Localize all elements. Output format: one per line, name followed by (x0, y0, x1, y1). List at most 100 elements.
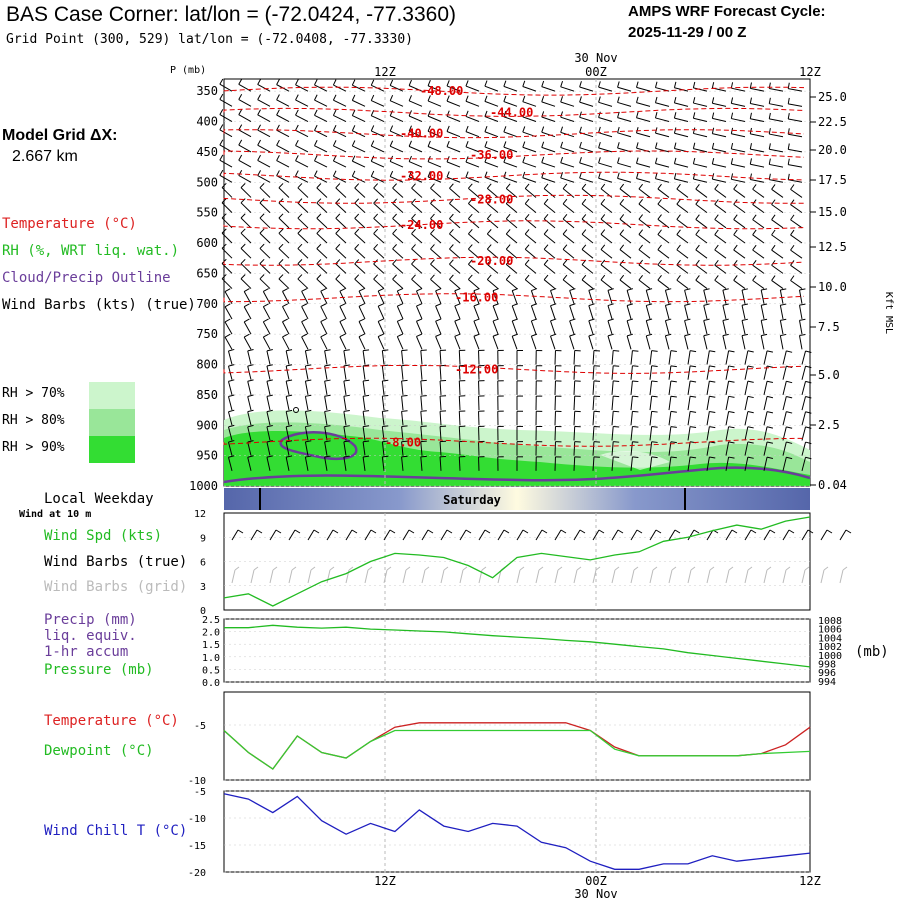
wind-barb-flag (358, 288, 365, 292)
wind-barb-staff (458, 411, 461, 426)
wind-tick: 9 (200, 533, 206, 544)
surface-barb-true (535, 529, 543, 541)
wind-barb-flag (228, 348, 235, 352)
wind-barb-staff (295, 145, 309, 153)
wind-barb-flag (224, 333, 231, 338)
wind-barb-staff (247, 365, 252, 380)
wind-barb-flag (473, 288, 480, 292)
wind-barb-staff (581, 203, 594, 214)
cloud-dot (293, 407, 299, 413)
isotherm-label: -48.00 (420, 84, 463, 98)
wind-barb-flag (676, 244, 681, 251)
wind-barb-flag (617, 81, 620, 88)
wind-barb-staff (779, 289, 784, 304)
wind-barb-flag (397, 318, 404, 322)
wind-barb-flag (370, 125, 375, 132)
wind-barb-staff (530, 320, 537, 335)
wind-barb-staff (257, 114, 271, 122)
wind-barb-staff (598, 86, 613, 92)
wind-barb-flag (761, 333, 768, 337)
wind-barb-staff (389, 145, 404, 153)
wind-barb-staff (725, 365, 730, 380)
wind-barb-staff (592, 380, 595, 395)
wind-barb-staff (790, 280, 803, 289)
wind-barb-flag (430, 183, 435, 189)
wind-barb-staff (769, 103, 784, 107)
wind-barb-staff (611, 350, 614, 365)
wind-barb-staff (592, 441, 595, 456)
wind-barb-staff (607, 305, 613, 320)
pressure-tick: 850 (196, 388, 218, 402)
wind-barb-staff (714, 219, 727, 229)
wind-barb-flag (484, 141, 488, 148)
wind-barb-staff (695, 234, 708, 244)
wind-barb-flag (728, 456, 735, 459)
wind-barb-staff (771, 234, 784, 244)
wind-barb-staff (362, 411, 366, 426)
wind-barb-flag (354, 198, 360, 204)
wind-barb-flag (579, 157, 582, 164)
wind-barb-staff (801, 441, 807, 456)
wind-barb-staff (522, 177, 537, 183)
wind-barb-staff (484, 116, 499, 122)
wind-barb-staff (362, 380, 366, 395)
time-tick-top: 12Z (374, 65, 396, 79)
kft-tick: 22.5 (818, 115, 847, 129)
wind-barb-staff (458, 441, 461, 456)
surface-barb-grid (801, 569, 806, 584)
wind-barb-staff (430, 187, 442, 198)
wind-barb-flag (714, 184, 719, 190)
wind-barb-staff (352, 115, 366, 122)
wind-barb-staff (560, 177, 575, 183)
wind-barb-staff (598, 117, 613, 123)
wind-barb-staff (611, 441, 614, 456)
wind-barb-staff (505, 218, 518, 229)
wind-barb-staff (335, 233, 347, 244)
wind-barb-flag (301, 318, 308, 323)
wind-barb-staff (221, 263, 233, 274)
wind-barb-staff (562, 264, 575, 274)
wind-barb-flag (747, 395, 754, 399)
wind-barb-flag (766, 441, 774, 444)
date-label-top: 30 Nov (574, 51, 617, 65)
wind-barb-flag (314, 109, 318, 116)
wind-barb-staff (219, 98, 233, 107)
wind-barb-flag (219, 109, 224, 115)
isotherm-line (223, 129, 805, 139)
wind-barb-flag (259, 258, 265, 264)
wind-barb-staff (278, 248, 290, 259)
wind-barb-staff (744, 365, 749, 380)
wind-barb-staff (371, 160, 385, 168)
wind-barb-flag (240, 258, 246, 264)
wind-barb-staff (333, 175, 347, 183)
wind-barb-staff (503, 161, 518, 168)
wind-barb-flag (690, 426, 697, 429)
wind-barb-staff (569, 320, 575, 335)
surface-barb-grid-flag (823, 566, 829, 571)
wind-barb-flag (343, 455, 350, 458)
wind-barb-staff (358, 321, 366, 335)
wind-barb-flag (646, 303, 653, 306)
wind-barb-staff (733, 234, 746, 244)
wind-barb-flag (221, 274, 227, 280)
surface-barb-true (687, 529, 695, 541)
wind-barb-staff (238, 175, 252, 183)
surface-barb-grid (668, 569, 673, 584)
wind-barb-staff (722, 290, 727, 304)
wind-barb-flag (446, 80, 450, 87)
time-tick-bottom: 12Z (374, 874, 396, 888)
legend-liq: liq. equiv. (44, 628, 137, 644)
wind-barb-staff (731, 163, 746, 168)
kft-tick: 10.0 (818, 280, 847, 294)
wind-barb-staff (638, 249, 651, 259)
isotherm-label: -28.00 (470, 192, 513, 206)
wind-barb-flag (787, 158, 790, 165)
wind-barb-flag (408, 125, 412, 132)
wind-barb-staff (381, 441, 385, 456)
wind-barb-staff (607, 320, 613, 335)
wind-barb-flag (512, 303, 519, 307)
wind-barb-flag (600, 183, 606, 190)
wind-barb-flag (690, 380, 697, 383)
wind-barb-staff (297, 187, 309, 198)
wind-barb-flag (550, 318, 557, 322)
